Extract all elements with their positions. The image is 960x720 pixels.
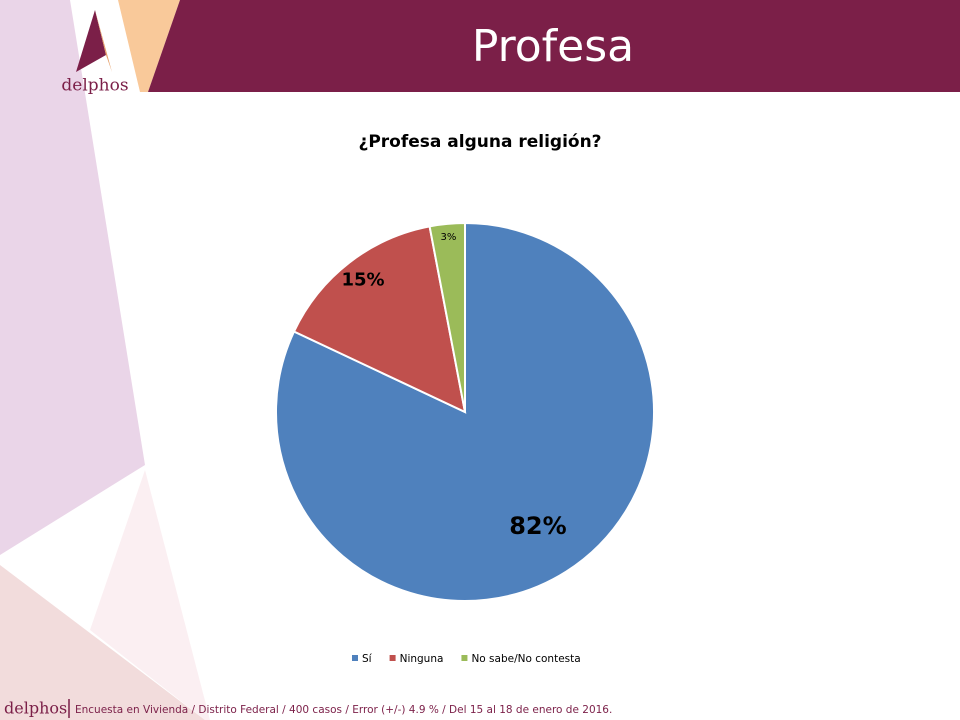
data-label: 3% — [441, 232, 457, 243]
decor-orange — [118, 0, 180, 92]
chart-title: ¿Profesa alguna religión? — [358, 132, 601, 152]
logo-text: delphos — [61, 76, 128, 96]
decor-bottom — [0, 565, 205, 720]
legend-swatch — [389, 655, 396, 661]
logo-mark — [76, 10, 106, 72]
footer-brand: delphos — [4, 699, 67, 718]
legend-swatch — [352, 655, 358, 661]
legend-label: Ninguna — [400, 653, 444, 665]
decor-mid — [90, 470, 210, 720]
header-band — [148, 0, 960, 92]
logo-mark — [95, 10, 112, 72]
pie-slice — [292, 225, 467, 414]
pie: 82% 15% 3% — [275, 221, 655, 602]
decor-left — [0, 0, 145, 555]
footer-note: Encuesta en Vivienda / Distrito Federal … — [75, 704, 612, 716]
legend: Sí Ninguna No sabe/No contesta — [352, 653, 581, 665]
legend-swatch — [461, 655, 468, 661]
header-title: Profesa — [472, 21, 634, 72]
data-label: 15% — [342, 270, 385, 291]
data-label: 82% — [509, 512, 566, 540]
legend-label: No sabe/No contesta — [471, 653, 580, 665]
legend-label: Sí — [362, 653, 373, 665]
pie-slice — [428, 221, 466, 413]
